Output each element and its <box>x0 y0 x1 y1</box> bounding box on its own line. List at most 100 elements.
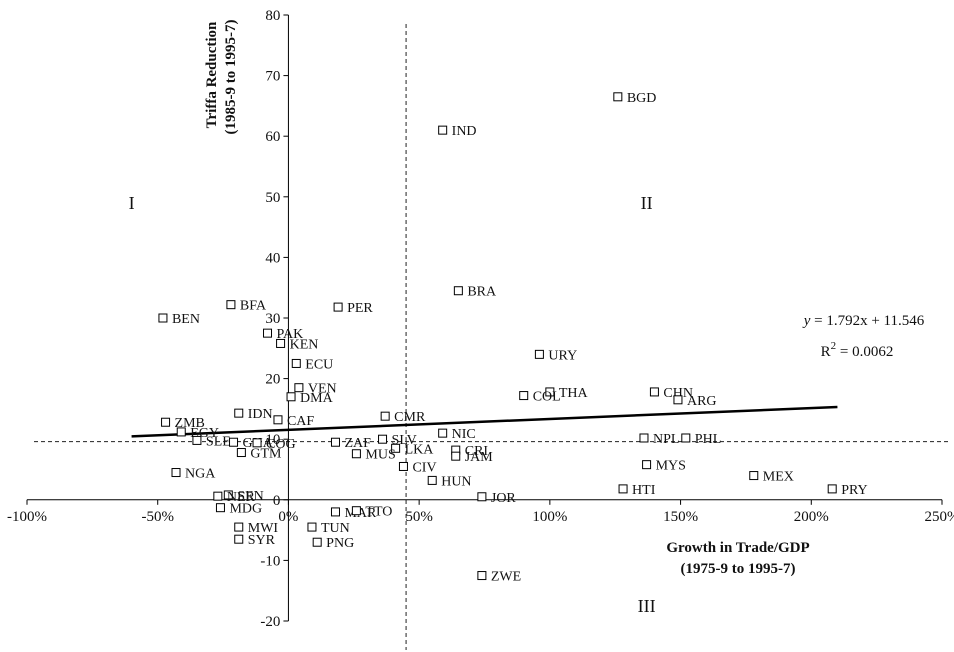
quadrant-label-iii: III <box>638 596 656 616</box>
data-point-mar <box>330 507 340 517</box>
point-label-nic: NIC <box>452 427 476 442</box>
x-tick-label: 250% <box>925 509 954 525</box>
data-point-sen <box>223 490 233 500</box>
data-point-per <box>333 302 343 312</box>
data-point-phl <box>681 433 691 443</box>
y-tick-label: 70 <box>265 69 280 85</box>
data-point-ken <box>276 338 286 348</box>
data-point-bgd <box>613 92 623 102</box>
data-point-mys <box>642 460 652 470</box>
quadrant-label-ii: II <box>641 193 653 213</box>
point-label-arg: ARG <box>687 394 717 409</box>
r2-rest: = 0.0062 <box>836 344 893 360</box>
data-point-tha <box>545 387 555 397</box>
point-label-zwe: ZWE <box>491 570 521 585</box>
x-tick-label: 50% <box>405 509 433 525</box>
x-axis-title: Growth in Trade/GDP (1975-9 to 1995-7) <box>666 540 809 577</box>
point-label-civ: CIV <box>412 460 436 475</box>
data-point-jor <box>477 492 487 502</box>
data-point-cmr <box>380 411 390 421</box>
r2-base: R <box>821 344 831 360</box>
data-point-col <box>519 391 529 401</box>
data-point-pry <box>827 484 837 494</box>
y-axis-title: Triffa Reduction (1985-9 to 1995-7) <box>204 20 239 135</box>
axes: -100% -50% 0% 50% 100% 150% 200% 250% -20 -10 0 10 2… <box>7 8 954 630</box>
data-point-mex <box>749 471 759 481</box>
data-point-tto <box>351 506 361 516</box>
point-label-mdg: MDG <box>229 502 262 517</box>
data-point-pak <box>263 328 273 338</box>
x-tick-label: 100% <box>532 509 567 525</box>
reference-lines <box>34 24 950 650</box>
x-tick-label: 150% <box>663 509 698 525</box>
data-point-arg <box>673 395 683 405</box>
point-label-phl: PHL <box>695 432 721 447</box>
y-tick-label: 30 <box>265 311 280 327</box>
point-label-bra: BRA <box>467 285 497 300</box>
data-point-zmb <box>161 417 171 427</box>
x-tick-label: -100% <box>7 509 47 525</box>
data-point-lka <box>391 443 401 453</box>
data-point-slv <box>378 434 388 444</box>
data-point-ven <box>294 383 304 393</box>
point-label-tto: TTO <box>365 505 392 520</box>
data-point-chn <box>649 387 659 397</box>
y-tick-label: 10 <box>265 432 280 448</box>
y-tick-label: 0 <box>273 493 281 509</box>
data-point-hun <box>427 475 437 485</box>
data-point-bra <box>453 286 463 296</box>
point-label-cri: CRI <box>465 444 489 459</box>
point-label-syr: SYR <box>248 533 276 548</box>
data-point-mus <box>351 449 361 459</box>
point-label-cmr: CMR <box>394 410 426 425</box>
data-point-syr <box>234 534 244 544</box>
x-axis-title-line-1: Growth in Trade/GDP <box>666 540 809 556</box>
point-label-tha: THA <box>559 386 589 401</box>
data-point-tun <box>307 522 317 532</box>
point-label-per: PER <box>347 301 373 316</box>
point-label-gtm: GTM <box>250 447 282 462</box>
data-point-jam <box>451 451 461 461</box>
x-tick-label: 200% <box>794 509 829 525</box>
regression-line <box>131 405 838 438</box>
data-point-png <box>312 537 322 547</box>
data-point-ind <box>438 125 448 135</box>
point-label-mex: MEX <box>763 470 794 485</box>
point-label-bfa: BFA <box>240 299 267 314</box>
data-point-npl <box>639 433 649 443</box>
y-tick-label: 60 <box>265 129 280 145</box>
point-label-ben: BEN <box>172 312 200 327</box>
data-point-ben <box>158 313 168 323</box>
point-label-cog: COG <box>266 437 296 452</box>
x-tick-label: -50% <box>141 509 174 525</box>
data-point-ecu <box>291 358 301 368</box>
point-label-png: PNG <box>326 536 354 551</box>
point-label-zaf: ZAF <box>344 436 371 451</box>
point-label-sle: SLE <box>206 434 231 449</box>
y-axis-title-line-2: (1985-9 to 1995-7) <box>223 20 239 135</box>
data-point-cog <box>252 438 262 448</box>
data-point-mwi <box>234 522 244 532</box>
point-label-lka: LKA <box>405 442 435 457</box>
regression-equation: y = 1.792x + 11.546 R2 = 0.0062 <box>802 313 925 360</box>
y-tick-label: 40 <box>265 250 280 266</box>
point-label-mys: MYS <box>656 459 686 474</box>
equation-y: y <box>802 313 811 329</box>
r2-exponent: 2 <box>831 340 837 352</box>
y-tick-label: -10 <box>260 553 280 569</box>
data-point-ury <box>534 349 544 359</box>
point-label-chn: CHN <box>663 386 693 401</box>
point-label-pry: PRY <box>841 483 867 498</box>
data-point-gha <box>229 437 239 447</box>
data-point-zwe <box>477 571 487 581</box>
regression-equation-text: y = 1.792x + 11.546 <box>802 313 925 329</box>
point-label-mwi: MWI <box>248 521 279 536</box>
point-label-bgd: BGD <box>627 91 657 106</box>
quadrant-label-i: I <box>129 193 135 213</box>
point-label-ury: URY <box>548 348 577 363</box>
regression-line-group <box>131 405 838 438</box>
data-point-gtm <box>236 448 246 458</box>
point-label-ner: NER <box>227 490 256 505</box>
